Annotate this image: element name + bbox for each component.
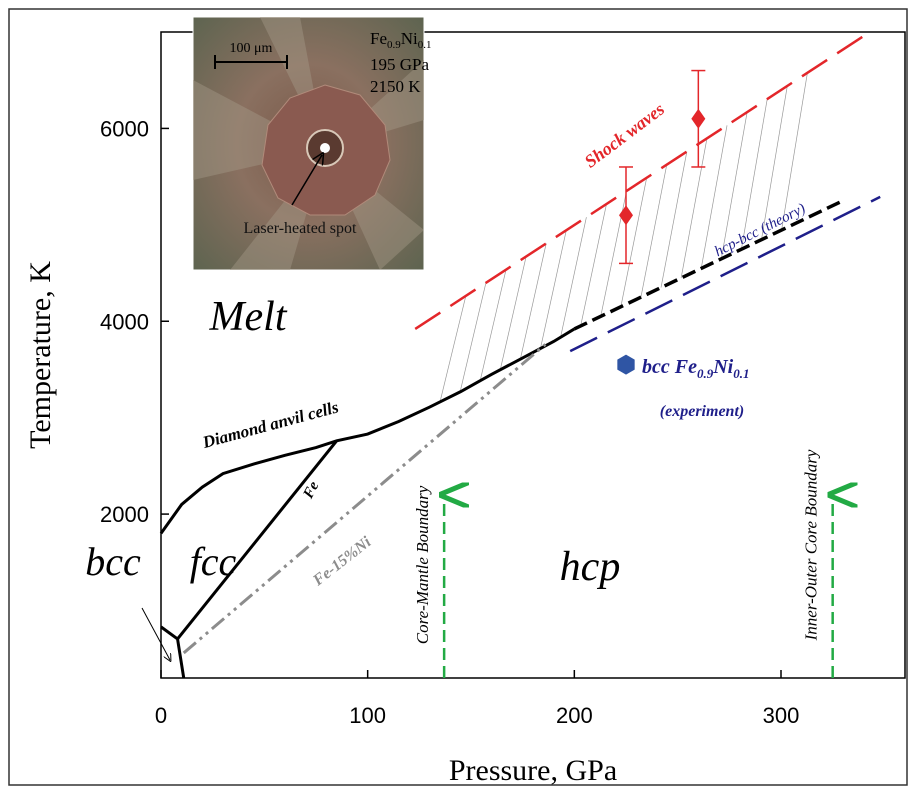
x-axis-label: Pressure, GPa: [449, 754, 617, 787]
hot-spot: [320, 143, 330, 153]
annotation: Fe-15%Ni: [309, 533, 375, 589]
boundary-label: Inner-Outer Core Boundary: [802, 449, 821, 641]
hatch-line: [520, 243, 547, 360]
annotation: Melt: [209, 294, 288, 340]
hatch-line: [540, 230, 567, 349]
y-tick-label: 2000: [100, 502, 149, 527]
annotation: hcp: [560, 544, 621, 590]
outer-frame: [8, 8, 908, 786]
spot-label: Laser-heated spot: [244, 220, 358, 237]
phase-line: [573, 199, 844, 331]
phase-line: [569, 195, 881, 353]
sample-part: Fe: [370, 29, 387, 48]
y-tick-label: 4000: [100, 309, 149, 334]
experiment-point: [617, 354, 635, 375]
sample-part: 0.1: [418, 39, 432, 51]
hatch-line: [620, 177, 648, 307]
annotation: bcc: [85, 539, 141, 584]
sample-part: 0.9: [387, 39, 401, 51]
plot-frame: [160, 31, 906, 679]
y-tick-label: 6000: [100, 116, 149, 141]
x-tick-label: 100: [349, 703, 386, 728]
scale-label: 100 μm: [230, 41, 273, 56]
y-axis-label: Temperature, K: [24, 261, 57, 449]
annotation: Shock waves: [581, 99, 669, 172]
spot-arrow: [291, 155, 322, 206]
annotation: Fe: [300, 479, 323, 502]
sample-part: Ni: [401, 29, 418, 48]
hatch-line: [560, 217, 587, 338]
boundary-label: Core-Mantle Boundary: [413, 485, 432, 644]
sample-label: Fe0.9Ni0.1: [370, 29, 432, 51]
annotation: Diamond anvil cells: [200, 397, 341, 452]
x-tick-label: 200: [556, 703, 593, 728]
experiment-label: bcc Fe0.9Ni0.1: [642, 356, 749, 381]
hatch-line: [700, 125, 728, 269]
hatch-line: [439, 295, 467, 403]
hatch-line: [479, 269, 507, 381]
hatch-line: [660, 151, 688, 288]
hatch-line: [580, 203, 607, 327]
x-tick-label: 300: [763, 703, 800, 728]
phase-line: [160, 625, 186, 679]
hatch-line: [741, 98, 768, 250]
bcc-pointer: [141, 607, 170, 660]
hatch-line: [720, 112, 748, 259]
hatch-line: [680, 138, 708, 279]
annotation: (experiment): [660, 403, 744, 420]
phase-line: [414, 30, 871, 331]
experiment-label-part: 0.1: [733, 366, 749, 381]
hatch-line: [499, 256, 527, 370]
hatch-line: [640, 164, 668, 298]
phase-line: [176, 439, 338, 640]
inset-photo: 100 μm Fe0.9Ni0.1 195 GPa 2150 K Laser-h…: [192, 16, 432, 271]
hatch-region: [439, 72, 808, 403]
temperature-label: 2150 K: [370, 77, 421, 96]
shock-point: [691, 108, 706, 129]
hatch-line: [761, 85, 788, 240]
shock-point: [619, 205, 633, 226]
hatch-line: [781, 72, 808, 231]
x-tick-label: 0: [155, 703, 167, 728]
annotation: fcc: [190, 539, 237, 584]
phase-line: [159, 327, 576, 535]
phase-line: [182, 343, 547, 655]
hatch-line: [459, 282, 487, 393]
experiment-label-part: 0.9: [697, 366, 714, 381]
experiment-label-part: bcc Fe: [642, 356, 697, 378]
pressure-label: 195 GPa: [370, 55, 429, 74]
experiment-label-part: Ni: [712, 356, 733, 378]
